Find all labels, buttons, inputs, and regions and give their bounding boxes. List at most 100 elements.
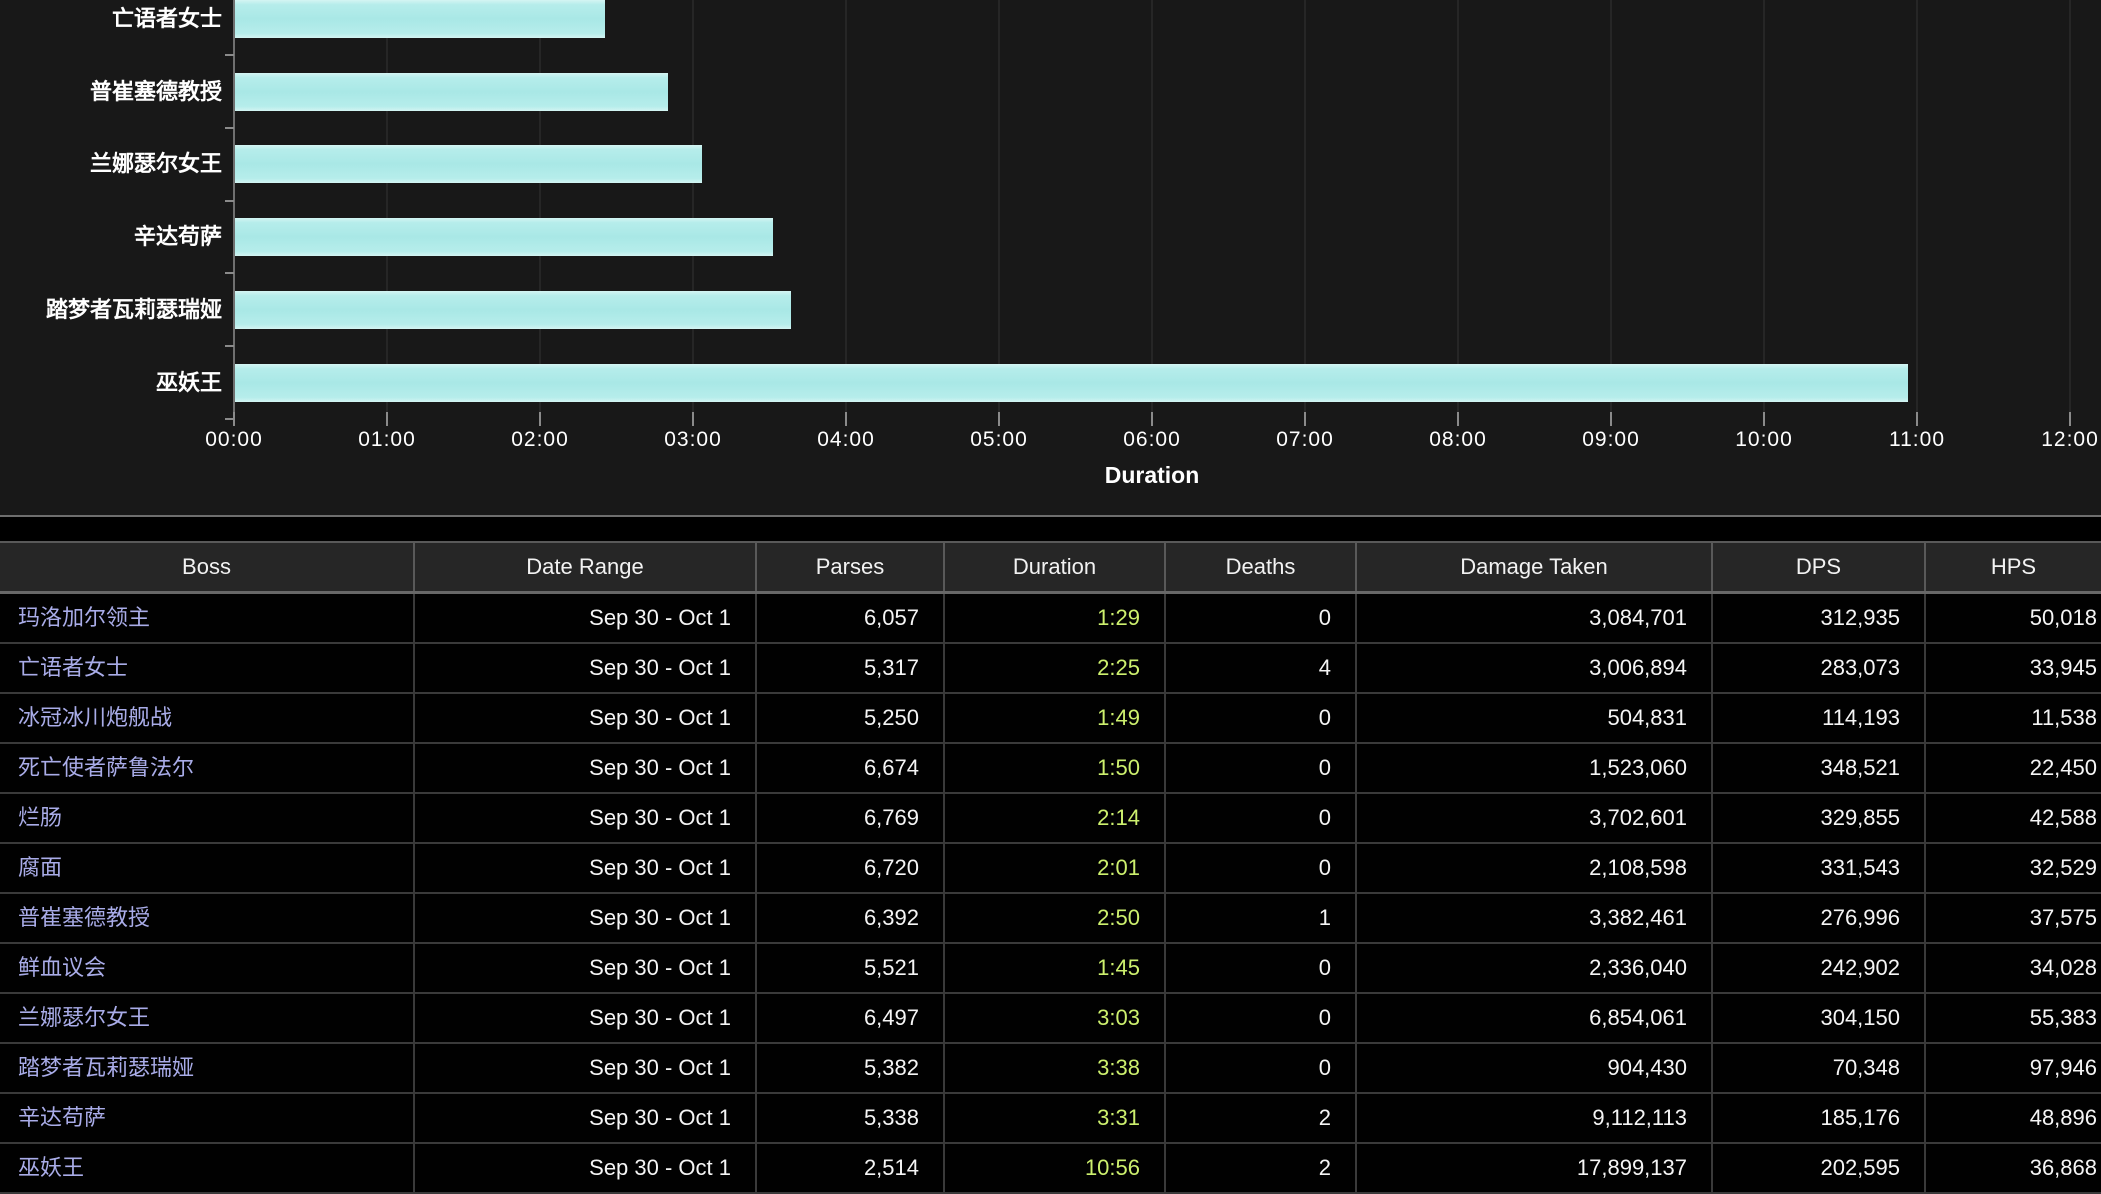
cell-damage-taken: 9,112,113	[1357, 1094, 1713, 1142]
cell-date-range: Sep 30 - Oct 1	[415, 994, 757, 1042]
cell-boss[interactable]: 腐面	[0, 844, 415, 892]
cell-parses: 6,674	[757, 744, 945, 792]
cell-hps: 34,028	[2029, 955, 2097, 980]
chart-x-tick-mark	[998, 412, 1000, 426]
chart-gridline	[845, 0, 847, 420]
cell-boss[interactable]: 辛达苟萨	[0, 1094, 415, 1142]
cell-parses: 6,720	[757, 844, 945, 892]
cell-boss[interactable]: 踏梦者瓦莉瑟瑞娅	[0, 1044, 415, 1092]
cell-dps: 276,996	[1713, 894, 1926, 942]
cell-deaths: 0	[1166, 994, 1357, 1042]
cell-damage-taken: 6,854,061	[1357, 994, 1713, 1042]
column-header-hps[interactable]: HPS	[1990, 554, 2037, 579]
cell-parses: 5,521	[757, 944, 945, 992]
cell-boss[interactable]: 亡语者女士	[0, 644, 415, 692]
cell-dps: 304,150	[1713, 994, 1926, 1042]
table-body: 玛洛加尔领主 Sep 30 - Oct 1 6,057 1:29 0 3,084,701 3…	[0, 594, 2101, 1194]
chart-x-tick-label: 12:00	[2041, 428, 2099, 451]
cell-damage-taken: 2,336,040	[1357, 944, 1713, 992]
chart-bar[interactable]	[235, 363, 1908, 402]
cell-boss[interactable]: 玛洛加尔领主	[0, 594, 415, 642]
chart-bar[interactable]	[235, 218, 773, 257]
cell-boss[interactable]: 兰娜瑟尔女王	[0, 994, 415, 1042]
cell-hps: 32,529	[2029, 855, 2097, 880]
chart-y-tick-mark	[225, 345, 234, 348]
cell-parses: 6,769	[757, 794, 945, 842]
cell-boss[interactable]: 死亡使者萨鲁法尔	[0, 744, 415, 792]
chart-x-tick-label: 10:00	[1735, 428, 1793, 451]
chart-category-label: 巫妖王	[155, 369, 222, 395]
table-row: 普崔塞德教授 Sep 30 - Oct 1 6,392 2:50 1 3,382,461 2…	[0, 894, 2101, 944]
cell-deaths: 0	[1166, 844, 1357, 892]
table-row: 腐面 Sep 30 - Oct 1 6,720 2:01 0 2,108,598 331,5…	[0, 844, 2101, 894]
table-row: 兰娜瑟尔女王 Sep 30 - Oct 1 6,497 3:03 0 6,854,061 3…	[0, 994, 2101, 1044]
cell-damage-taken: 3,702,601	[1357, 794, 1713, 842]
cell-damage-taken: 504,831	[1357, 694, 1713, 742]
boss-stats-table: Boss Date Range Parses Duration Deaths Damage…	[0, 541, 2101, 1194]
chart-category-label: 兰娜瑟尔女王	[89, 151, 222, 177]
cell-damage-taken: 3,084,701	[1357, 594, 1713, 642]
column-header-damage_taken[interactable]: Damage Taken	[1357, 543, 1713, 591]
cell-parses: 5,382	[757, 1044, 945, 1092]
chart-bar[interactable]	[235, 290, 791, 329]
cell-parses: 2,514	[757, 1144, 945, 1192]
chart-y-axis-line	[233, 0, 235, 420]
chart-x-tick-mark	[539, 412, 541, 426]
table-header-row: Boss Date Range Parses Duration Deaths Damage…	[0, 541, 2101, 594]
duration-bar-chart: Duration 00:00 01:00 02:00 03:00 04:00 05:00 0…	[0, 0, 2101, 517]
cell-dps: 242,902	[1713, 944, 1926, 992]
chart-bar[interactable]	[235, 145, 702, 184]
chart-x-tick-mark	[692, 412, 694, 426]
chart-category-label: 普崔塞德教授	[89, 78, 222, 104]
cell-dps: 283,073	[1713, 644, 1926, 692]
chart-y-tick-mark	[225, 54, 234, 57]
chart-x-tick-mark	[233, 412, 235, 426]
chart-gridline	[1457, 0, 1459, 420]
cell-boss[interactable]: 烂肠	[0, 794, 415, 842]
cell-parses: 6,392	[757, 894, 945, 942]
chart-bar[interactable]	[235, 72, 668, 111]
cell-deaths: 0	[1166, 594, 1357, 642]
cell-date-range: Sep 30 - Oct 1	[415, 744, 757, 792]
chart-x-tick-label: 07:00	[1276, 428, 1334, 451]
cell-boss[interactable]: 冰冠冰川炮舰战	[0, 694, 415, 742]
cell-boss[interactable]: 普崔塞德教授	[0, 894, 415, 942]
cell-boss[interactable]: 鲜血议会	[0, 944, 415, 992]
column-header-dps[interactable]: DPS	[1713, 543, 1926, 591]
cell-boss[interactable]: 巫妖王	[0, 1144, 415, 1192]
cell-duration: 1:50	[945, 744, 1166, 792]
table-row: 巫妖王 Sep 30 - Oct 1 2,514 10:56 2 17,899,137 20…	[0, 1144, 2101, 1194]
chart-gridline	[1916, 0, 1918, 420]
table-row: 玛洛加尔领主 Sep 30 - Oct 1 6,057 1:29 0 3,084,701 3…	[0, 594, 2101, 644]
cell-duration: 2:50	[945, 894, 1166, 942]
table-row: 辛达苟萨 Sep 30 - Oct 1 5,338 3:31 2 9,112,113 185…	[0, 1094, 2101, 1144]
cell-duration: 1:29	[945, 594, 1166, 642]
chart-y-tick-mark	[225, 272, 234, 275]
cell-hps: 48,896	[2029, 1105, 2097, 1130]
column-header-boss[interactable]: Boss	[0, 543, 415, 591]
chart-x-tick-label: 06:00	[1123, 428, 1181, 451]
column-header-duration[interactable]: Duration	[945, 543, 1166, 591]
cell-hps: 36,868	[2029, 1155, 2097, 1180]
chart-x-tick-mark	[2069, 412, 2071, 426]
cell-damage-taken: 17,899,137	[1357, 1144, 1713, 1192]
column-header-parses[interactable]: Parses	[757, 543, 945, 591]
cell-duration: 3:31	[945, 1094, 1166, 1142]
table-row: 冰冠冰川炮舰战 Sep 30 - Oct 1 5,250 1:49 0 504,831 11…	[0, 694, 2101, 744]
cell-duration: 3:03	[945, 994, 1166, 1042]
cell-deaths: 0	[1166, 944, 1357, 992]
cell-deaths: 0	[1166, 794, 1357, 842]
cell-deaths: 0	[1166, 1044, 1357, 1092]
cell-damage-taken: 1,523,060	[1357, 744, 1713, 792]
table-row: 亡语者女士 Sep 30 - Oct 1 5,317 2:25 4 3,006,894 28…	[0, 644, 2101, 694]
cell-dps: 70,348	[1713, 1044, 1926, 1092]
column-header-date_range[interactable]: Date Range	[415, 543, 757, 591]
chart-y-tick-mark	[225, 199, 234, 202]
cell-hps: 97,946	[2029, 1055, 2097, 1080]
chart-x-tick-label: 02:00	[511, 428, 569, 451]
chart-x-tick-label: 01:00	[358, 428, 416, 451]
chart-bar[interactable]	[235, 0, 605, 38]
column-header-deaths[interactable]: Deaths	[1166, 543, 1357, 591]
chart-x-tick-mark	[1457, 412, 1459, 426]
table-row: 烂肠 Sep 30 - Oct 1 6,769 2:14 0 3,702,601 329,8…	[0, 794, 2101, 844]
